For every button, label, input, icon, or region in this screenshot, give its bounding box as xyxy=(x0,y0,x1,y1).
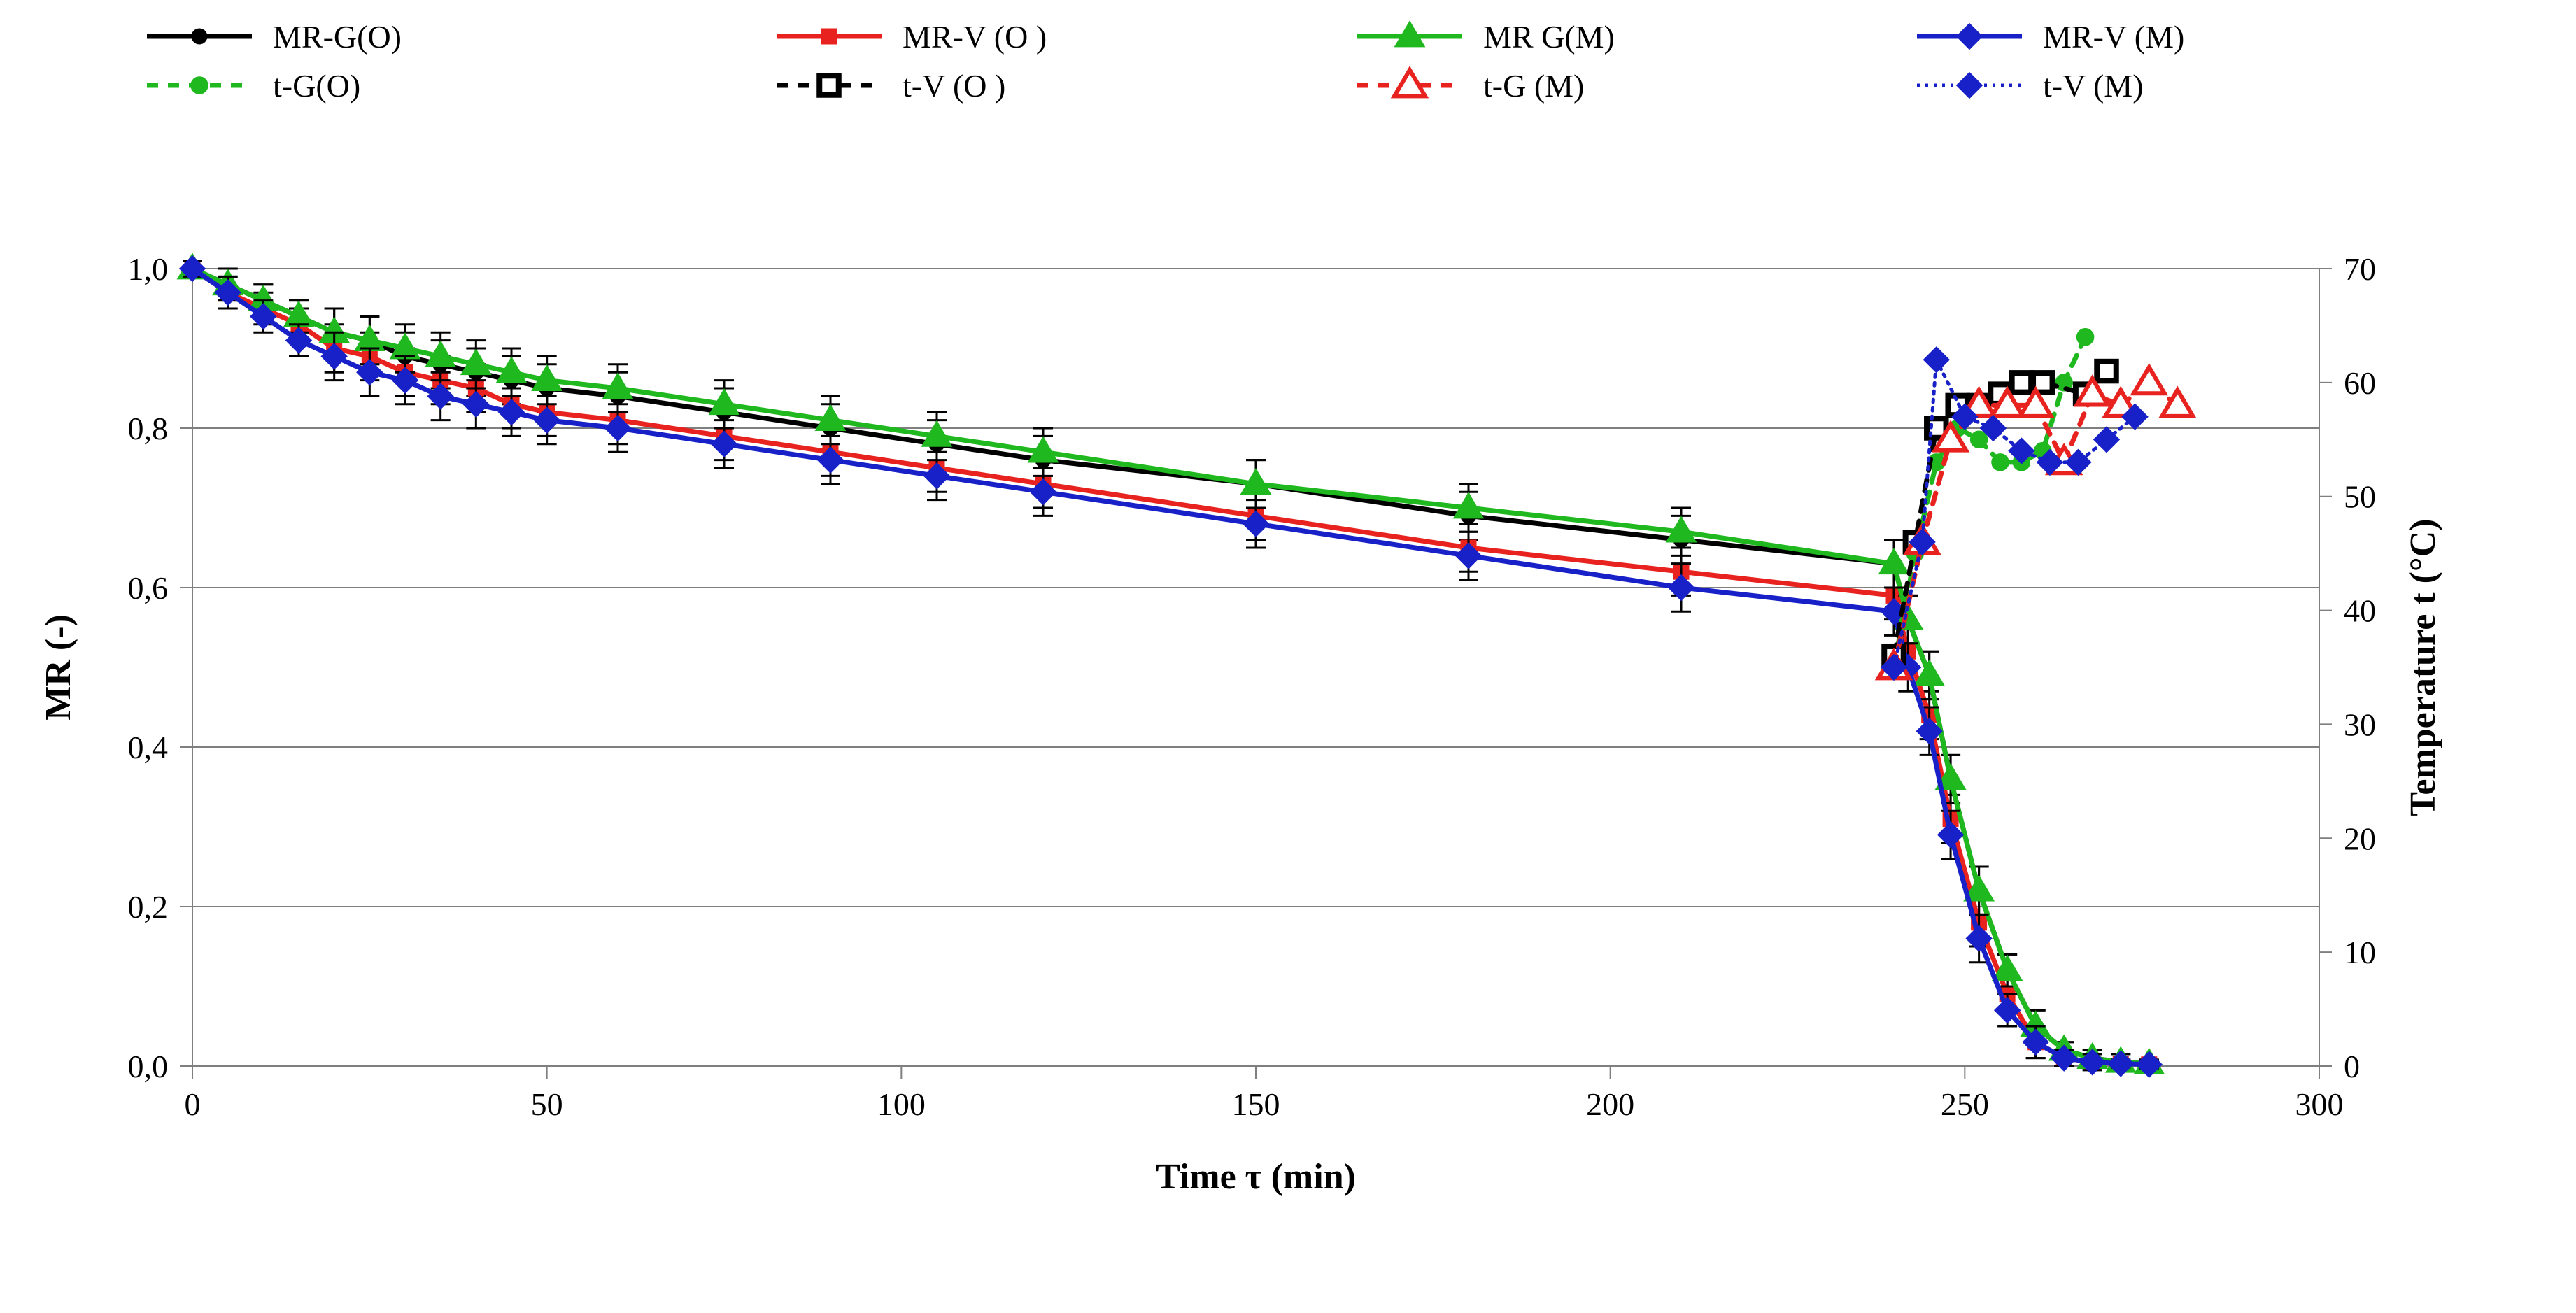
y-left-tick-label: 0,2 xyxy=(128,889,169,925)
legend-label: MR-V (O ) xyxy=(903,19,1047,55)
y-right-axis-title: Temperature t (°C) xyxy=(2403,518,2443,816)
legend-label: MR-V (M) xyxy=(2043,19,2184,55)
legend-label: MR G(M) xyxy=(1483,19,1615,55)
y-right-tick-label: 20 xyxy=(2344,821,2376,856)
legend-item-mr-g-o: MR-G(O) xyxy=(147,19,402,55)
y-left-tick-label: 0,8 xyxy=(128,411,169,446)
x-tick-label: 100 xyxy=(877,1086,926,1122)
y-left-axis-title: MR (-) xyxy=(38,614,78,721)
y-right-tick-label: 30 xyxy=(2344,707,2376,742)
legend-item-t-g-o: t-G(O) xyxy=(147,68,360,104)
x-tick-label: 300 xyxy=(2295,1086,2344,1122)
y-left-tick-label: 0,6 xyxy=(128,570,169,606)
x-tick-label: 200 xyxy=(1586,1086,1634,1122)
y-left-tick-label: 0,4 xyxy=(128,730,169,765)
x-tick-label: 50 xyxy=(531,1086,563,1122)
legend-item-mr-v-o: MR-V (O ) xyxy=(777,19,1047,55)
y-left-tick-label: 1,0 xyxy=(128,251,169,287)
y-right-tick-label: 10 xyxy=(2344,935,2376,970)
x-axis-title: Time τ (min) xyxy=(1156,1157,1356,1197)
legend-item-mr-g-m: MR G(M) xyxy=(1357,19,1615,55)
legend-label: t-V (M) xyxy=(2043,68,2144,104)
legend-item-t-v-m: t-V (M) xyxy=(1917,68,2144,104)
legend: MR-G(O) MR-V (O ) MR G(M) MR-V (M) t-G(O) t-V… xyxy=(147,19,2184,104)
x-tick-label: 250 xyxy=(1941,1086,1989,1122)
legend-item-t-v-o: t-V (O ) xyxy=(777,68,1005,104)
legend-label: t-G(O) xyxy=(273,68,360,104)
legend-label: MR-G(O) xyxy=(273,19,402,55)
x-tick-label: 150 xyxy=(1232,1086,1280,1122)
legend-label: t-V (O ) xyxy=(903,68,1005,104)
y-right-tick-label: 0 xyxy=(2344,1049,2360,1084)
y-right-tick-label: 60 xyxy=(2344,365,2376,401)
chart-root: 050100150200250300Time τ (min)0,00,20,40… xyxy=(0,0,2576,1313)
y-right-tick-label: 50 xyxy=(2344,479,2376,515)
x-tick-label: 0 xyxy=(185,1086,201,1122)
chart-svg: 050100150200250300Time τ (min)0,00,20,40… xyxy=(0,0,2576,1313)
legend-label: t-G (M) xyxy=(1483,68,1584,104)
y-right-tick-label: 40 xyxy=(2344,593,2376,629)
legend-item-mr-v-m: MR-V (M) xyxy=(1917,19,2184,55)
legend-item-t-g-m: t-G (M) xyxy=(1357,68,1584,104)
y-right-tick-label: 70 xyxy=(2344,251,2376,287)
y-left-tick-label: 0,0 xyxy=(128,1049,169,1084)
